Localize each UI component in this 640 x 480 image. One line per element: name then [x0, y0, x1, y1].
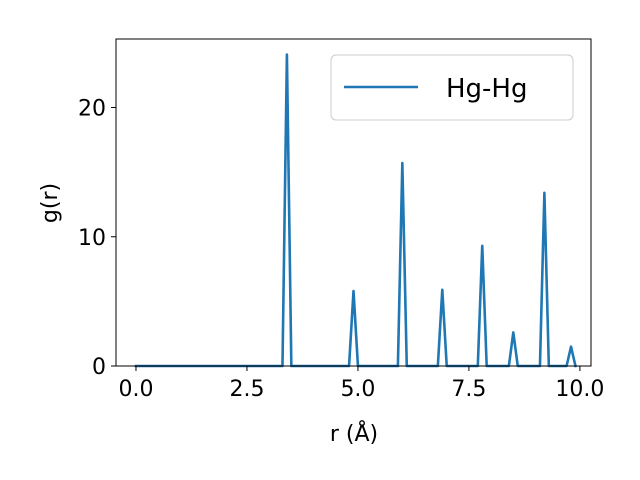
axes-layer: 0.0 2.5 5.0 7.5 10.0 0 10 20	[78, 38, 604, 402]
x-tick-label: 0.0	[118, 377, 153, 402]
y-axis-label: g(r)	[38, 183, 63, 223]
x-tick-label: 2.5	[229, 377, 264, 402]
x-tick-label: 7.5	[451, 377, 486, 402]
axes-frame	[115, 38, 592, 367]
legend-label-0: Hg-Hg	[446, 74, 528, 104]
y-tick-label: 0	[92, 355, 106, 380]
legend-box	[330, 54, 574, 121]
legend: Hg-Hg	[330, 54, 574, 121]
x-axis-label: r (Å)	[330, 420, 378, 447]
x-tick-label: 5.0	[340, 377, 375, 402]
x-tick-label: 10.0	[555, 377, 604, 402]
y-tick-label: 20	[78, 97, 106, 122]
y-tick-label: 10	[78, 226, 106, 251]
